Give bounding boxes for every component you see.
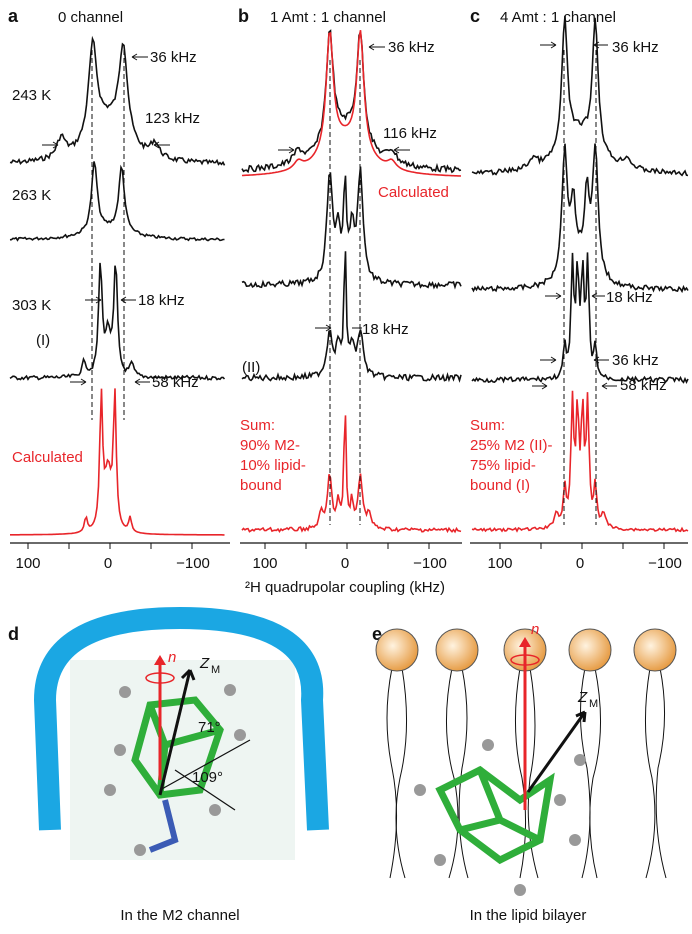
annotation: 123 kHz <box>145 110 200 127</box>
annotation: 116 kHz <box>383 125 437 142</box>
annotation: 75% lipid- <box>470 457 536 474</box>
x-tick-label: 0 <box>576 555 584 572</box>
spectrum <box>471 143 689 294</box>
arrowhead <box>575 710 587 723</box>
panel-title: 4 Amt : 1 channel <box>500 9 616 26</box>
annotation: Sum: <box>470 417 505 434</box>
annotation: 18 kHz <box>606 289 653 306</box>
annotation: 36 kHz <box>150 49 197 66</box>
symbol-sub: M <box>589 698 598 710</box>
annotation: 36 kHz <box>612 352 659 369</box>
symbol: Z <box>577 689 588 706</box>
rotation <box>145 672 175 684</box>
spectrum <box>241 251 462 383</box>
molecule <box>435 765 555 865</box>
spectrum <box>9 262 226 381</box>
spectrum <box>241 29 462 174</box>
annotation: 36 kHz <box>612 39 659 56</box>
z-axis <box>526 711 587 793</box>
spectrum <box>10 388 225 536</box>
x-tick-label: −100 <box>176 555 210 572</box>
z-axis <box>158 669 192 796</box>
x-tick-label: 100 <box>487 555 512 572</box>
temperature: 303 K <box>12 297 51 314</box>
angle-lines <box>159 739 251 811</box>
rotation <box>510 654 540 666</box>
x-tick-label: 0 <box>104 555 112 572</box>
arrowhead <box>519 637 531 647</box>
panel-label: a <box>8 6 19 26</box>
ticks: 100 0 −100 100 0 −100 100 0 −100 <box>15 543 682 572</box>
symbol: Z <box>199 655 210 672</box>
x-tick-label: 0 <box>341 555 349 572</box>
channel <box>33 606 329 831</box>
caption: In the M2 channel <box>120 907 239 924</box>
annotation: Sum: <box>240 417 275 434</box>
spectrum <box>241 166 462 290</box>
spectrum <box>471 252 689 384</box>
annotation: Calculated <box>378 184 449 201</box>
annotation: 25% M2 (II)- <box>470 437 553 454</box>
spectrum <box>9 35 226 166</box>
arrowhead <box>180 668 196 681</box>
panel-title: 0 channel <box>58 9 123 26</box>
atoms <box>414 739 586 896</box>
spectra <box>9 15 689 536</box>
annotation: 90% M2- <box>240 437 300 454</box>
x-tick-label: 100 <box>15 555 40 572</box>
annotation: (II) <box>242 359 260 376</box>
annotation: bound (I) <box>470 477 530 494</box>
angle: 71° <box>198 719 221 736</box>
spectrum <box>471 390 689 533</box>
annotation: 18 kHz <box>362 321 409 338</box>
spectrum <box>241 30 462 177</box>
spectrum <box>241 415 462 534</box>
background <box>70 660 295 860</box>
annotation: 58 kHz <box>620 377 667 394</box>
temperature: 263 K <box>12 187 51 204</box>
symbol-sub: M <box>211 664 220 676</box>
temperature: 243 K <box>12 87 51 104</box>
atoms <box>104 684 246 856</box>
annotation: bound <box>240 477 282 494</box>
annotation: 10% lipid- <box>240 457 306 474</box>
arrowhead <box>154 655 166 665</box>
caption: In the lipid bilayer <box>470 907 587 924</box>
lipid-heads <box>375 628 677 672</box>
spectrum <box>471 15 689 177</box>
panel-label: e <box>372 624 382 644</box>
panel-label: c <box>470 6 480 26</box>
symbol: n <box>168 649 176 666</box>
annotation: 58 kHz <box>152 374 199 391</box>
axis-title: ²H quadrupolar coupling (kHz) <box>245 579 445 596</box>
panel-title: 1 Amt : 1 channel <box>270 9 386 26</box>
annotation: 18 kHz <box>138 292 185 309</box>
symbol: n <box>531 621 539 638</box>
spectrum <box>9 161 225 242</box>
annotation: 36 kHz <box>388 39 435 56</box>
angle: 109° <box>192 769 223 786</box>
x-tick-label: 100 <box>252 555 277 572</box>
panel-label: b <box>238 6 249 26</box>
x-tick-label: −100 <box>648 555 682 572</box>
x-tick-label: −100 <box>413 555 447 572</box>
amine <box>148 799 179 853</box>
annotation: Calculated <box>12 449 83 466</box>
arrows <box>42 41 617 390</box>
annotation: (I) <box>36 332 50 349</box>
panel-label: d <box>8 624 19 644</box>
